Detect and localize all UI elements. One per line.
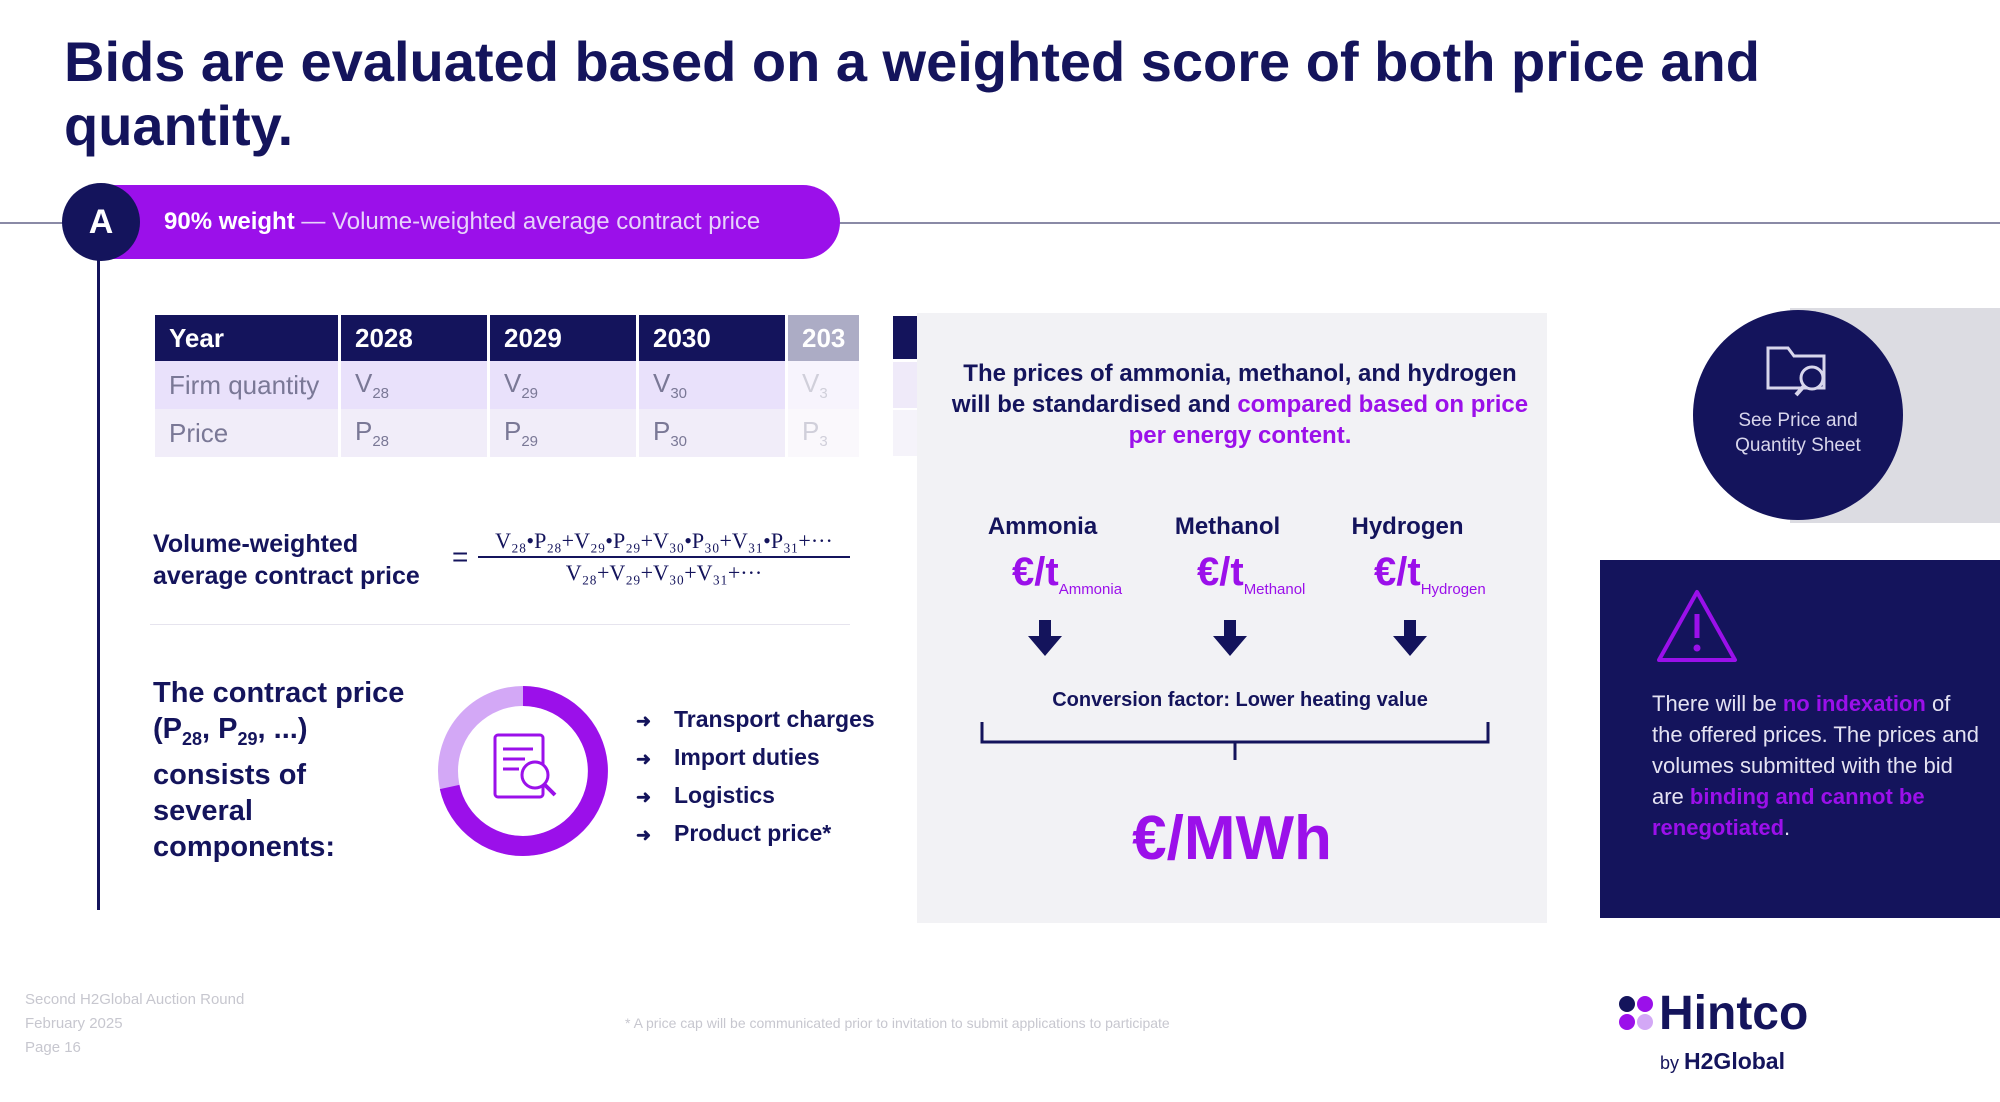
- table-cell: V3: [786, 361, 863, 409]
- formula-denominator: V₂₈+V₂₉+V₃₀+V₃₁+···: [565, 560, 763, 585]
- conversion-factor: Conversion factor: Lower heating value: [1052, 689, 1428, 711]
- bullet-arrow-icon: ➜: [636, 711, 652, 731]
- result-unit: €/MWh: [1132, 804, 1332, 873]
- contract-price-text: The contract price (P28, P29, ...) consi…: [153, 677, 405, 863]
- table-header: 2029: [488, 315, 639, 361]
- table-cell: P30: [637, 409, 788, 457]
- arrow-down-icon: [1393, 620, 1427, 656]
- list-item: ➜ Transport charges: [636, 700, 875, 738]
- formula-numerator: V₂₈•P₂₈+V₂₉•P₂₉+V₃₀•P₃₀+V₃₁•P₃₁+···: [478, 528, 850, 558]
- table-header: 2028: [339, 315, 490, 361]
- table-cell: V29: [488, 361, 639, 409]
- arrow-down-icon: [1213, 620, 1247, 656]
- footer-info: Second H2Global Auction Round February 2…: [25, 991, 245, 1056]
- table-row: Price P28 P29 P30 P3: [155, 409, 863, 457]
- section-description: — Volume-weighted average contract price: [301, 208, 761, 235]
- table-row: Firm quantity V28 V29 V30 V3: [155, 361, 863, 409]
- table-header: 2030: [637, 315, 788, 361]
- warning-triangle-icon: [1657, 590, 1737, 662]
- see-sheet-label: See Price and Quantity Sheet: [1735, 410, 1861, 456]
- table-cell: V28: [339, 361, 490, 409]
- table-cell: V30: [637, 361, 788, 409]
- component-list: ➜ Transport charges ➜ Import duties ➜ Logis…: [636, 700, 875, 852]
- chemical-name: Methanol: [1174, 513, 1281, 540]
- see-sheet-button[interactable]: [1693, 310, 1903, 520]
- list-item: ➜ Import duties: [636, 738, 875, 776]
- section-a-badge: A: [62, 183, 140, 261]
- table-header: Year: [155, 315, 341, 361]
- arrow-down-icon: [1028, 620, 1062, 656]
- table-header-row: Year 2028 2029 2030 203: [155, 315, 863, 361]
- table-header: 203: [786, 315, 863, 361]
- panel-intro: The prices of ammonia, methanol, and hyd…: [951, 360, 1529, 449]
- formula-label: Volume-weighted average contract price: [153, 530, 420, 590]
- table-row-label: Price: [155, 409, 341, 457]
- footnote: * A price cap will be communicated prior…: [625, 1015, 1170, 1031]
- bracket-brace: [980, 722, 1490, 760]
- no-indexation-text: There will be no indexation of the offer…: [1652, 691, 1979, 840]
- table-cell: P29: [488, 409, 639, 457]
- equals-sign: =: [452, 541, 469, 572]
- bullet-arrow-icon: ➜: [636, 787, 652, 807]
- table-cell: P28: [339, 409, 490, 457]
- list-item: ➜ Logistics: [636, 776, 875, 814]
- section-weight: 90% weight: [164, 208, 295, 235]
- brand-parent: by H2Global: [1660, 1048, 1785, 1074]
- folder-search-icon: [1766, 346, 1826, 397]
- section-divider: [150, 624, 850, 625]
- chemical-name: Ammonia: [987, 513, 1098, 540]
- section-a-label: 90% weight — Volume-weighted average con…: [164, 208, 760, 236]
- chemical-name: Hydrogen: [1351, 513, 1464, 540]
- document-search-icon: [438, 686, 608, 856]
- page-title: Bids are evaluated based on a weighted s…: [64, 30, 1760, 157]
- section-timeline-line: [97, 258, 100, 910]
- list-item: ➜ Product price*: [636, 814, 875, 852]
- year-table: Year 2028 2029 2030 203 Firm quantity V2…: [155, 315, 863, 457]
- bullet-arrow-icon: ➜: [636, 749, 652, 769]
- bullet-arrow-icon: ➜: [636, 825, 652, 845]
- price-unit: €/tAmmonia: [1012, 550, 1123, 598]
- no-indexation-box: [1600, 560, 2000, 918]
- brand-logo: Hintco: [1659, 987, 1809, 1040]
- weighted-average-formula: V₂₈•P₂₈+V₂₉•P₂₉+V₃₀•P₃₀+V₃₁•P₃₁+··· V₂₈+…: [478, 528, 850, 586]
- divider-line: [0, 222, 2000, 224]
- section-a-banner: [70, 185, 840, 259]
- energy-content-panel: [917, 313, 1547, 923]
- table-cell: P3: [786, 409, 863, 457]
- price-unit: €/tHydrogen: [1374, 550, 1486, 598]
- table-row-label: Firm quantity: [155, 361, 341, 409]
- price-unit: €/tMethanol: [1197, 550, 1306, 598]
- hintco-logo-mark: [1619, 996, 1653, 1030]
